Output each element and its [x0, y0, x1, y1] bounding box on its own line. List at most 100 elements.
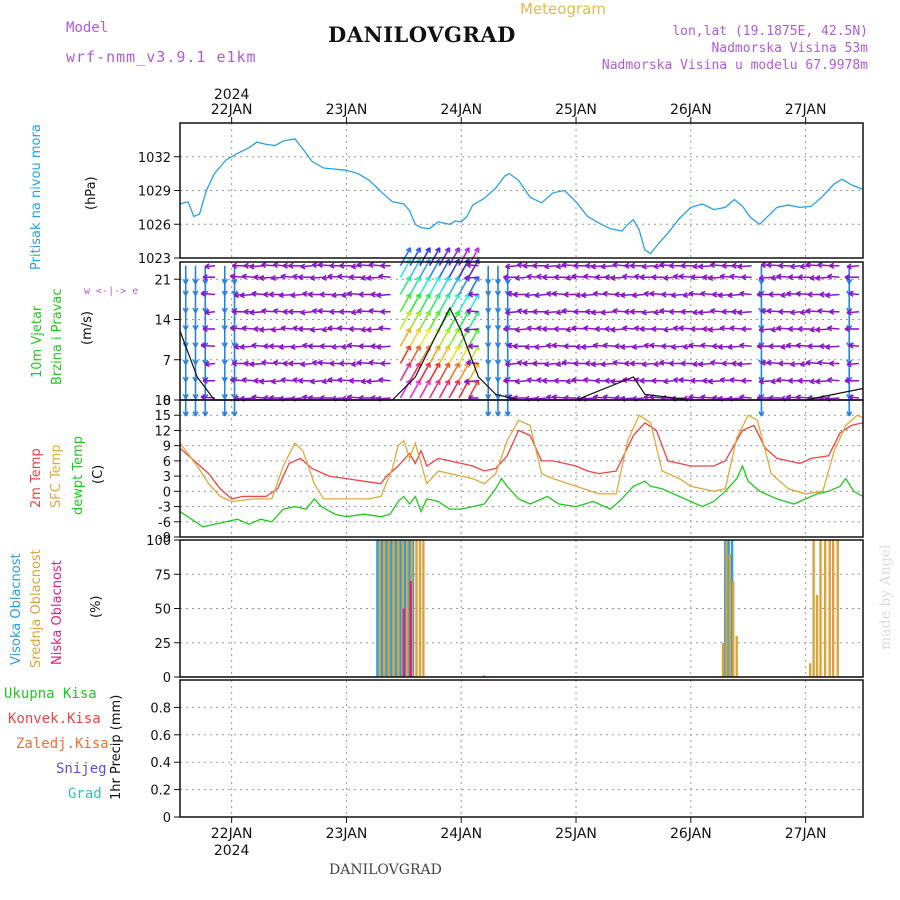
wind-barb-head — [532, 308, 538, 315]
wind-barb-head — [546, 342, 552, 349]
wind-barb — [438, 276, 451, 295]
wind-barb-head — [221, 324, 228, 331]
wind-barb-head — [485, 411, 492, 417]
wind-barb-head — [663, 326, 669, 333]
wind-barb-head — [282, 308, 288, 315]
wind-barb-head — [348, 325, 355, 333]
cloud-bar-mid — [378, 540, 381, 677]
wind-barb-head — [522, 262, 528, 269]
wind-barb-head — [253, 325, 259, 333]
wind-barb — [378, 275, 391, 279]
wind-barb — [817, 361, 830, 365]
wind-barb-head — [231, 278, 238, 285]
wind-barb-head — [653, 309, 659, 316]
wind-barb — [710, 361, 723, 365]
wind-barb-head — [682, 292, 689, 299]
x-tick-label-bottom: 24JAN — [440, 826, 482, 842]
wind-barb-head — [251, 290, 257, 297]
wind-barb — [632, 293, 645, 297]
wind-barb-head — [555, 263, 562, 270]
wind-barb-head — [307, 343, 314, 350]
wind-barb — [378, 327, 391, 330]
wind-barb — [505, 362, 518, 366]
cloud-bar-mid — [406, 540, 409, 677]
wind-barb-head — [668, 308, 675, 315]
wind-barb — [249, 310, 264, 314]
wind-barb-head — [542, 325, 548, 333]
wind-barb-head — [339, 308, 345, 315]
wind-barb-head — [770, 274, 776, 281]
wind-barb-head — [494, 342, 502, 348]
wind-barb-head — [503, 377, 509, 384]
wind-barb — [419, 362, 431, 382]
wind-barb-head — [243, 308, 249, 315]
wind-barb-head — [788, 325, 794, 333]
wind-barb — [419, 310, 431, 330]
wind-barb-head — [444, 247, 451, 253]
wind-barb-head — [309, 326, 316, 333]
wind-barb-head — [368, 359, 374, 366]
wind-barb — [759, 328, 772, 331]
wind-barb-head — [651, 377, 657, 384]
wind-barb-head — [805, 261, 811, 269]
wind-barb-head — [221, 278, 228, 285]
wind-barb — [251, 396, 264, 399]
wind-barb-head — [192, 307, 199, 313]
wind-barb-head — [221, 307, 228, 313]
wind-barb-head — [464, 247, 470, 253]
wind-barb-head — [192, 393, 199, 400]
wind-barb-head — [788, 274, 794, 281]
wind-barb-head — [376, 343, 382, 351]
wind-barb — [581, 345, 596, 349]
wind-barb-head — [231, 411, 238, 417]
wind-barb-head — [290, 343, 296, 351]
wind-barb-head — [760, 308, 767, 315]
wind-barb — [438, 362, 451, 382]
wind-barb-head — [780, 292, 786, 299]
wind-barb-head — [649, 342, 655, 349]
wind-barb — [790, 310, 801, 314]
wind-barb-head — [604, 377, 610, 384]
wind-barb — [368, 309, 381, 313]
wind-barb — [464, 276, 479, 280]
wind-barb-head — [563, 291, 569, 298]
wind-barb — [464, 328, 479, 331]
wind-barb — [663, 379, 674, 383]
wind-barb-head — [360, 274, 367, 281]
wind-barb — [534, 293, 547, 297]
wind-barb-head — [192, 411, 199, 417]
cloud-bar-mid — [387, 540, 391, 677]
wind-barb-head — [786, 342, 792, 349]
wind-barb — [409, 276, 421, 295]
wind-barb-head — [358, 343, 364, 350]
wind-barb-head — [292, 377, 298, 384]
wind-barb — [448, 293, 460, 313]
wind-barb — [515, 379, 528, 383]
wind-barb-head — [819, 291, 825, 298]
wind-barb — [409, 293, 421, 313]
wind-barb-head — [505, 309, 511, 316]
wind-barb-head — [659, 359, 665, 366]
wind-barb — [251, 344, 264, 348]
wind-barb-head — [278, 343, 284, 351]
wind-barb — [376, 293, 391, 297]
wind-barb-head — [561, 307, 567, 315]
wind-barb-head — [711, 291, 718, 298]
wind-barb-head — [799, 361, 806, 368]
wind-barb-head — [282, 360, 288, 367]
wind-barb-head — [663, 274, 669, 281]
cloud-ytick-label: 75 — [154, 568, 171, 583]
wind-barb — [602, 292, 616, 296]
wind-barb-head — [182, 307, 189, 313]
cloud-bar-mid — [732, 581, 735, 677]
wind-barb-head — [368, 261, 374, 269]
wind-barb-head — [261, 307, 267, 315]
wind-barb-head — [380, 360, 386, 367]
wind-barb-head — [551, 290, 558, 297]
wind-barb — [467, 310, 480, 330]
wind-barb-head — [233, 292, 240, 299]
wind-barb — [583, 378, 596, 382]
temp-2m-line — [179, 421, 864, 500]
wind-barb-head — [758, 326, 765, 333]
wind-barb-head — [797, 325, 803, 333]
